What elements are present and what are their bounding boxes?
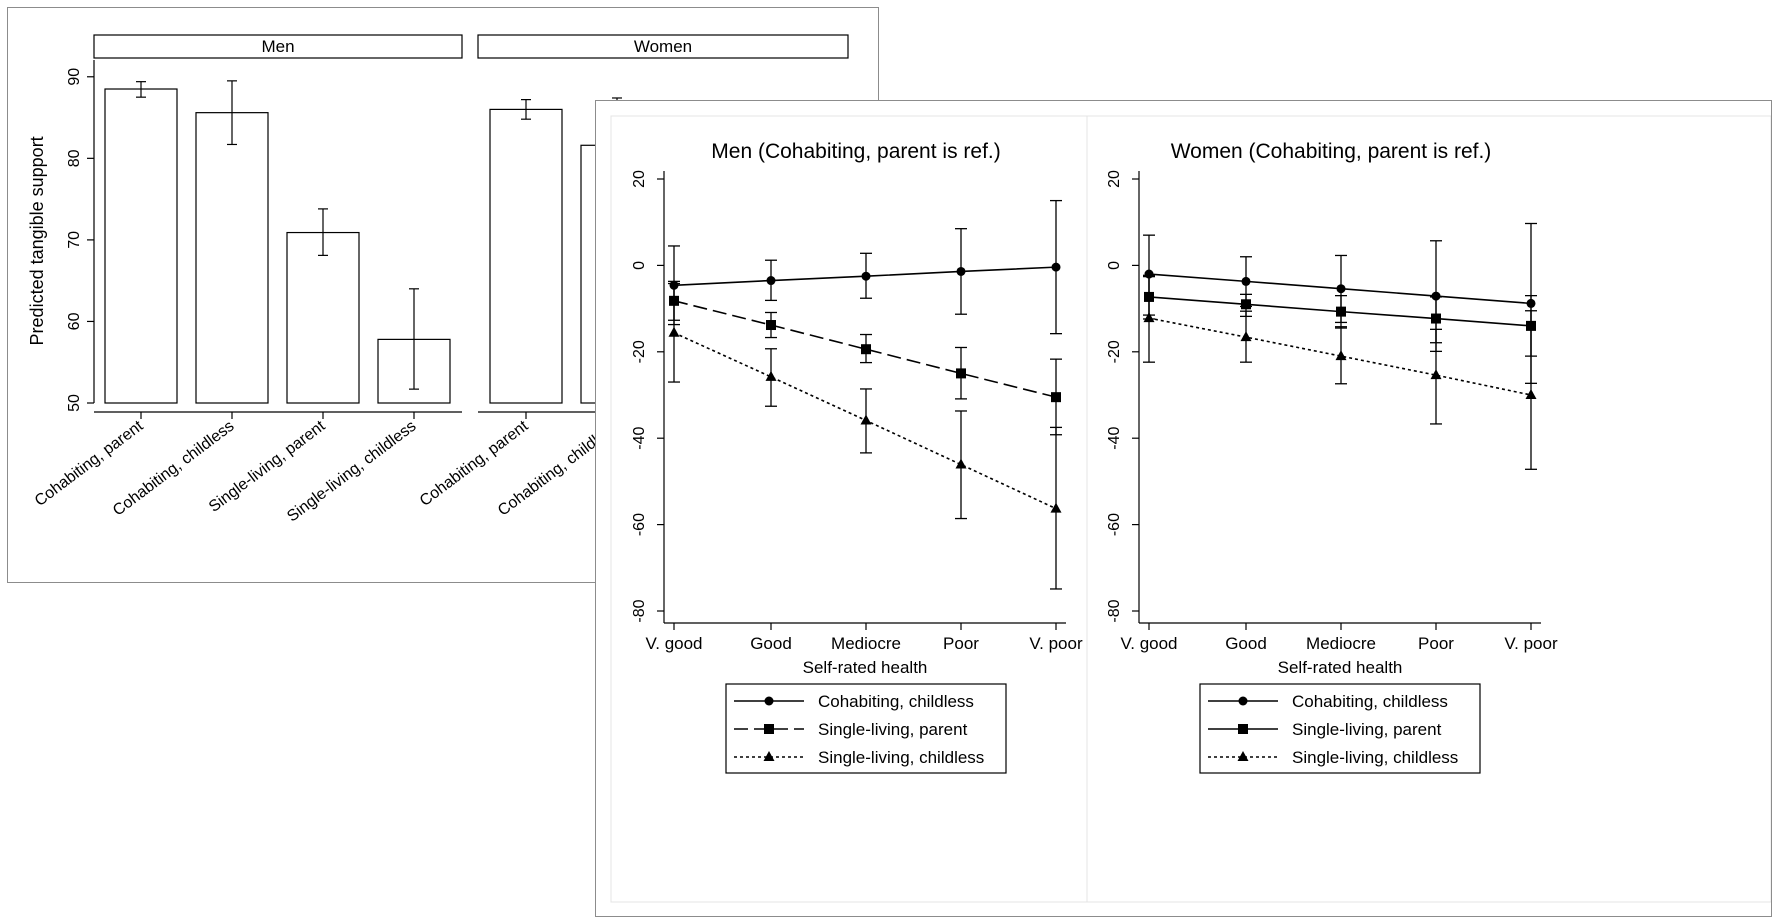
y-tick-label: -20 (1106, 340, 1123, 363)
y-tick-label: -80 (631, 599, 648, 622)
point-marker (763, 751, 775, 761)
x-tick-label: V. poor (1029, 634, 1083, 653)
legend: Cohabiting, childless Single-living, pare… (725, 683, 1007, 774)
x-tick-label: Good (750, 634, 792, 653)
y-tick-label: 80 (66, 149, 83, 167)
bar (489, 108, 563, 404)
x-tick-label: Poor (1418, 634, 1454, 653)
x-tick-label: Poor (943, 634, 979, 653)
point-marker (1336, 306, 1346, 317)
point-marker (1430, 369, 1442, 380)
point-marker (1050, 502, 1062, 513)
y-tick-label: 60 (66, 312, 83, 330)
point-marker (861, 271, 871, 281)
legend: Cohabiting, childless Single-living, pare… (1199, 683, 1481, 774)
panel-title: Women (634, 37, 692, 56)
point-marker (955, 458, 967, 469)
legend-label: Single-living, parent (818, 720, 968, 739)
point-marker (1525, 389, 1537, 399)
point-marker (1238, 696, 1248, 706)
point-marker (956, 368, 966, 379)
point-marker (861, 344, 871, 355)
point-marker (1240, 331, 1252, 342)
x-tick-label: Mediocre (1306, 634, 1376, 653)
legend-label: Cohabiting, childless (818, 692, 974, 711)
y-tick-label: 90 (66, 68, 83, 86)
x-axis-title: Self-rated health (803, 658, 928, 677)
y-tick-label: 0 (631, 261, 648, 270)
panel-title: Men (Cohabiting, parent is ref.) (711, 140, 1000, 163)
y-tick-label: -60 (1106, 513, 1123, 536)
bar (195, 112, 269, 404)
point-marker (765, 370, 777, 381)
x-tick-label: V. good (1120, 634, 1177, 653)
x-tick-label: Good (1225, 634, 1267, 653)
series (668, 282, 1062, 590)
x-axis-title: Self-rated health (1278, 658, 1403, 677)
legend-label: Cohabiting, childless (1292, 692, 1448, 711)
y-tick-label: 20 (631, 170, 648, 188)
series (1143, 274, 1537, 470)
line-chart: Men (Cohabiting, parent is ref.) -80 -60 -4… (610, 115, 1771, 903)
point-marker (1238, 724, 1248, 734)
legend-label: Single-living, childless (818, 748, 984, 767)
point-marker (1241, 276, 1251, 286)
y-tick-label: -60 (631, 513, 648, 536)
y-tick-label: 0 (1106, 261, 1123, 270)
y-tick-label: 50 (66, 394, 83, 412)
point-marker (766, 320, 776, 331)
y-tick-label: 70 (66, 231, 83, 249)
point-marker (1143, 312, 1155, 323)
point-marker (1431, 291, 1441, 301)
panel-header (477, 34, 849, 59)
y-axis-title: Predicted tangible support (27, 136, 47, 345)
series (668, 199, 1062, 335)
series-line (673, 300, 1057, 398)
line-chart-window: Men (Cohabiting, parent is ref.) -80 -60 -4… (595, 100, 1772, 917)
point-marker (1051, 392, 1061, 403)
panel-title: Men (261, 37, 294, 56)
x-tick-label: Mediocre (831, 634, 901, 653)
point-marker (1241, 299, 1251, 310)
x-tick-label: V. good (645, 634, 702, 653)
point-marker (764, 696, 774, 706)
point-marker (1051, 262, 1061, 272)
x-tick-label: V. poor (1504, 634, 1558, 653)
bar (286, 231, 360, 404)
point-marker (1335, 350, 1347, 361)
panel-header (93, 34, 463, 59)
point-marker (764, 724, 774, 734)
panel-title: Women (Cohabiting, parent is ref.) (1171, 140, 1492, 163)
point-marker (1237, 751, 1249, 761)
series (668, 280, 1062, 436)
y-tick-label: -40 (1106, 427, 1123, 450)
point-marker (860, 414, 872, 425)
legend-label: Single-living, childless (1292, 748, 1458, 767)
point-marker (956, 266, 966, 276)
point-marker (1336, 284, 1346, 294)
point-marker (668, 326, 680, 337)
series-line (1148, 317, 1532, 396)
y-tick-label: -80 (1106, 599, 1123, 622)
legend-label: Single-living, parent (1292, 720, 1442, 739)
point-marker (1431, 313, 1441, 324)
y-tick-label: -40 (631, 427, 648, 450)
y-tick-label: -20 (631, 340, 648, 363)
bar (104, 88, 178, 404)
point-marker (766, 276, 776, 286)
plot-region-frame (610, 115, 1771, 903)
y-tick-label: 20 (1106, 170, 1123, 188)
